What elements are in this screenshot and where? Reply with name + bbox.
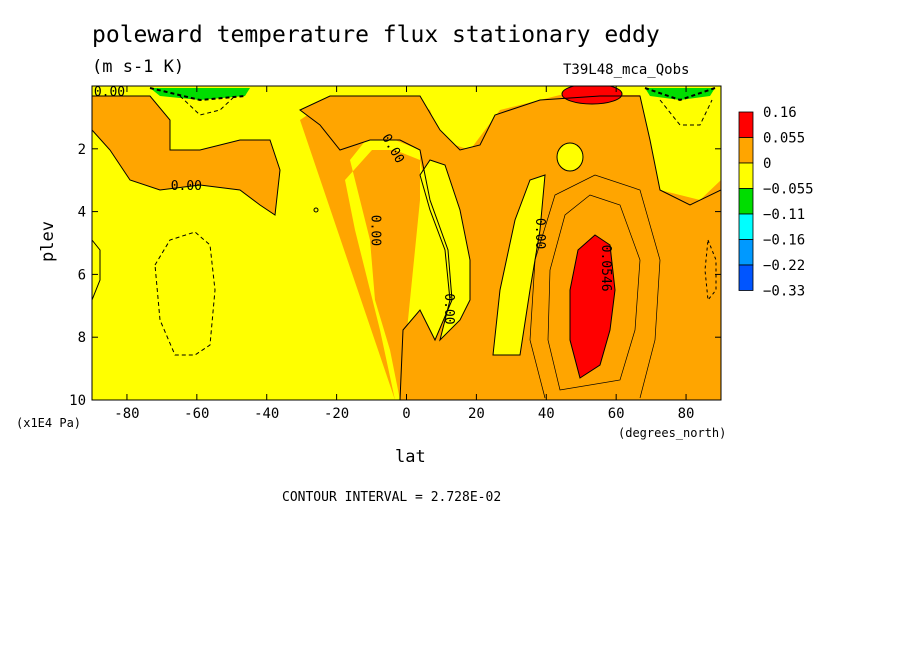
negative-tongue xyxy=(493,175,545,355)
colorbar-swatch xyxy=(738,213,754,240)
contour-lines xyxy=(92,86,721,400)
colorbar-label: −0.22 xyxy=(763,258,805,274)
x-axis-label: lat xyxy=(395,447,426,467)
colorbar: 0.16 0.055 0 −0.055 −0.11 −0.16 −0.22 −0.33 xyxy=(738,105,814,300)
colorbar-label: −0.055 xyxy=(763,182,814,198)
colorbar-label: 0.055 xyxy=(763,131,805,147)
x-tick-label: 80 xyxy=(678,406,695,422)
colorbar-swatch xyxy=(738,162,754,189)
contour-label-group: 0.00 xyxy=(368,215,383,246)
colorbar-swatch xyxy=(738,188,754,215)
contour-zero xyxy=(92,95,281,216)
contour-field xyxy=(92,86,721,400)
x-tick-label: 60 xyxy=(608,406,625,422)
colorbar-label: 0 xyxy=(763,156,771,172)
x-tick-label: -80 xyxy=(114,406,139,422)
x-axis: -80 -60 -40 -20 0 20 40 60 80 xyxy=(114,86,694,422)
contour-negative xyxy=(659,99,713,126)
contour-label-group: 0.00 xyxy=(94,85,125,100)
contour-label: 0.00 xyxy=(441,293,456,324)
x-tick-label: 20 xyxy=(468,406,485,422)
colorbar-label: 0.16 xyxy=(763,105,797,121)
contour-label-group: 0.00 xyxy=(171,179,202,194)
run-name: T39L48_mca_Qobs xyxy=(563,62,690,78)
contour-negative xyxy=(149,87,246,102)
contour-negative xyxy=(179,95,236,116)
y-axis-unit: (x1E4 Pa) xyxy=(16,416,82,430)
contour-negative xyxy=(154,231,216,356)
colorbar-swatch xyxy=(738,239,754,266)
colorbar-label: −0.33 xyxy=(763,284,805,300)
contour-zero xyxy=(556,142,584,172)
y-tick-label: 2 xyxy=(78,142,86,158)
min-region-top-west xyxy=(150,88,250,100)
contour-label: 0.00 xyxy=(532,218,547,249)
colorbar-swatch xyxy=(738,111,754,138)
y-axis-label: plev xyxy=(38,221,58,262)
y-tick-label: 4 xyxy=(78,205,86,221)
contour-label: 0.00 xyxy=(94,85,125,100)
contour-interval: CONTOUR INTERVAL = 2.728E-02 xyxy=(282,490,502,505)
chart-units: (m s-1 K) xyxy=(92,57,185,77)
contour-negative xyxy=(644,87,716,102)
x-tick-label: -60 xyxy=(184,406,209,422)
max-region xyxy=(570,235,615,378)
max-region-top xyxy=(562,86,622,104)
contour-positive xyxy=(529,174,661,399)
contour-negative xyxy=(92,239,101,301)
contour-positive xyxy=(547,194,641,391)
y-tick-label: 6 xyxy=(78,267,86,283)
contour-positive xyxy=(569,234,616,379)
y-tick-label: 10 xyxy=(69,393,86,409)
negative-spot xyxy=(557,143,583,171)
contour-zero xyxy=(299,95,721,400)
contour-label-group: 0.00 xyxy=(441,293,456,324)
contour-label-group: 0.00 xyxy=(532,218,547,249)
x-tick-label: -20 xyxy=(324,406,349,422)
colorbar-swatch xyxy=(738,137,754,164)
contour-small xyxy=(313,207,319,213)
chart-title: poleward temperature flux stationary edd… xyxy=(92,22,660,48)
min-region-top-east xyxy=(645,88,715,100)
x-tick-label: 0 xyxy=(402,406,410,422)
colorbar-swatch xyxy=(738,264,754,291)
y-tick-label: 8 xyxy=(78,330,86,346)
contour-positive xyxy=(561,86,623,105)
contour-zero xyxy=(492,174,546,356)
contour-label-group: 0.0546 xyxy=(598,245,613,292)
x-tick-label: 40 xyxy=(538,406,555,422)
colorbar-label: −0.16 xyxy=(763,233,805,249)
contour-label: 0.00 xyxy=(171,179,202,194)
y-axis: 2 4 6 8 10 xyxy=(69,142,721,409)
positive-region-west xyxy=(92,96,280,215)
contour-label: 0.0546 xyxy=(598,245,613,292)
x-axis-unit: (degrees_north) xyxy=(618,426,727,440)
x-tick-label: -40 xyxy=(254,406,279,422)
colorbar-label: −0.11 xyxy=(763,207,805,223)
contour-label: 0.00 xyxy=(368,215,383,246)
contour-zero xyxy=(419,159,471,342)
